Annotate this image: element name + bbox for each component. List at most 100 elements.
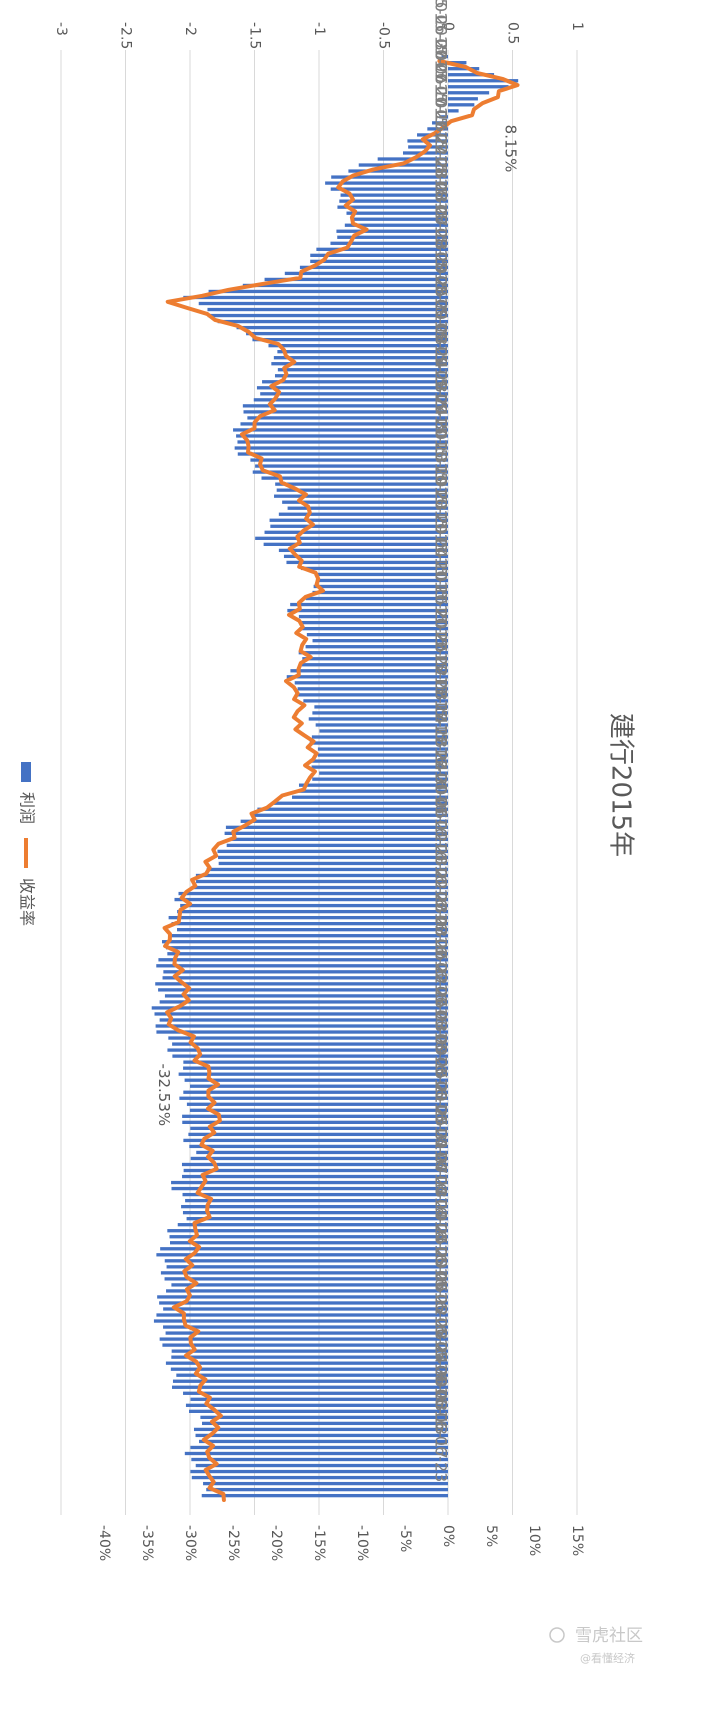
profit-bar xyxy=(171,1180,448,1185)
profit-bar xyxy=(448,91,490,95)
profit-bar xyxy=(237,452,448,456)
profit-bar xyxy=(170,1367,449,1371)
date-label: 2016-03-03 xyxy=(432,939,451,1032)
profit-bar xyxy=(177,928,449,932)
profit-bar xyxy=(311,735,448,739)
secondary-tick-label: -10% xyxy=(354,1525,370,1561)
watermark-icon xyxy=(549,1627,565,1643)
profit-bar xyxy=(301,663,448,667)
date-label: 2016-05-06 xyxy=(432,1200,451,1293)
date-label: 2015-08-13 xyxy=(432,158,451,251)
date-label: 2015-07-06 xyxy=(432,0,451,85)
profit-bar xyxy=(295,693,448,697)
profit-bar xyxy=(207,307,448,312)
profit-bar xyxy=(178,891,448,896)
date-label: 2016-01-28 xyxy=(432,821,451,914)
profit-bar xyxy=(184,1451,448,1456)
profit-bar xyxy=(286,675,448,679)
profit-bar xyxy=(159,1000,448,1004)
date-label: 2016-04-25 xyxy=(432,1152,451,1245)
profit-bar xyxy=(242,404,448,408)
profit-bar xyxy=(206,1487,448,1492)
profit-bar xyxy=(233,428,448,432)
profit-bar xyxy=(448,103,475,107)
profit-bar xyxy=(264,530,448,534)
profit-bar xyxy=(312,639,448,643)
profit-bar xyxy=(315,578,448,583)
profit-bar xyxy=(189,1144,448,1149)
date-label: 2015-09-24 xyxy=(432,323,451,416)
date-label: 2015-07-28 xyxy=(432,86,451,179)
profit-bar xyxy=(240,819,448,823)
profit-bar xyxy=(190,1469,449,1474)
profit-bar xyxy=(169,1235,448,1239)
date-label: 2015-08-03 xyxy=(432,110,451,203)
profit-bar xyxy=(161,940,448,944)
profit-bar xyxy=(305,645,448,649)
profit-bar xyxy=(448,67,480,71)
primary-tick-label: -1 xyxy=(311,22,327,36)
profit-bar xyxy=(155,982,448,986)
date-label: 2016-05-30 xyxy=(432,1295,451,1388)
profit-bar xyxy=(208,289,448,294)
profit-bar xyxy=(176,1373,449,1377)
profit-bar xyxy=(182,1192,448,1197)
date-label: 2015-09-14 xyxy=(432,276,451,369)
secondary-tick-label: 5% xyxy=(483,1525,499,1547)
profit-bar xyxy=(163,1307,448,1311)
date-label: 2016-03-25 xyxy=(432,1034,451,1127)
profit-bar xyxy=(171,1186,449,1191)
profit-bar xyxy=(301,620,448,625)
profit-bar xyxy=(336,229,448,233)
profit-bar xyxy=(171,922,449,926)
secondary-tick-label: 0% xyxy=(440,1525,456,1547)
watermark-sub: @看懂经济 xyxy=(580,1651,635,1665)
profit-bar xyxy=(183,1060,448,1064)
date-label: 2015-07-10 xyxy=(432,15,451,108)
date-label: 2016-01-22 xyxy=(432,797,451,890)
profit-bar xyxy=(159,1301,449,1305)
profit-bar xyxy=(298,651,448,655)
secondary-tick-label: -20% xyxy=(268,1525,284,1561)
profit-bar xyxy=(171,1283,448,1287)
profit-bar xyxy=(190,1156,449,1161)
profit-bar xyxy=(167,952,448,956)
profit-bar xyxy=(178,1072,448,1076)
profit-bar xyxy=(313,584,448,589)
profit-bar xyxy=(186,1217,448,1221)
profit-bar xyxy=(217,319,448,324)
date-label: 2015-08-25 xyxy=(432,205,451,298)
profit-bar xyxy=(352,217,448,221)
profit-bar xyxy=(183,295,448,300)
profit-bar xyxy=(195,873,448,878)
profit-bar xyxy=(156,1030,448,1034)
profit-bar xyxy=(242,283,448,288)
profit-bar xyxy=(193,1427,448,1432)
profit-bar xyxy=(164,1259,448,1263)
profit-bar xyxy=(305,596,448,601)
profit-bar xyxy=(308,717,448,721)
profit-bar xyxy=(167,1229,449,1233)
profit-bar xyxy=(151,1006,449,1010)
profit-bar xyxy=(297,687,448,691)
profit-bar xyxy=(190,1397,448,1401)
profit-bar xyxy=(183,1090,449,1094)
legend-label-profit: 利润 xyxy=(18,792,37,824)
primary-tick-label: 0 xyxy=(440,22,456,31)
profit-bar xyxy=(283,554,448,559)
profit-bar xyxy=(274,374,448,378)
profit-bar xyxy=(253,398,448,402)
profit-bar xyxy=(243,410,448,414)
profit-bar xyxy=(230,837,448,842)
profit-bar xyxy=(448,97,478,101)
primary-tick-label: -2 xyxy=(182,22,198,36)
secondary-tick-label: -5% xyxy=(397,1525,413,1552)
profit-bar xyxy=(261,476,448,480)
profit-bar xyxy=(156,964,448,968)
date-label: 2016-01-12 xyxy=(432,750,451,843)
profit-bar xyxy=(179,1096,449,1100)
date-label: 2016-03-31 xyxy=(432,1058,451,1151)
profit-bar xyxy=(240,422,448,426)
profit-bar xyxy=(330,241,448,245)
profit-bar xyxy=(276,488,448,492)
